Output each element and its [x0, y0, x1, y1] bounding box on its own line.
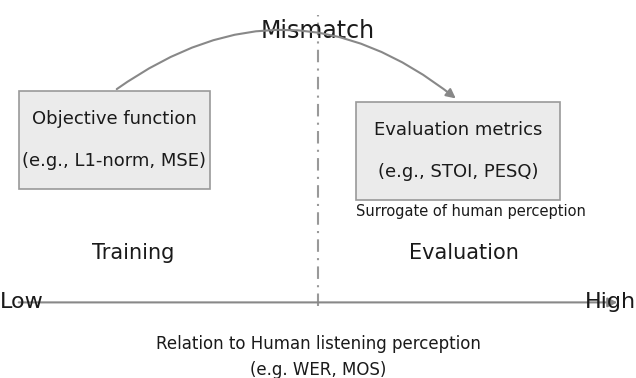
Text: High: High: [585, 293, 636, 312]
Text: (e.g. WER, MOS): (e.g. WER, MOS): [250, 361, 386, 378]
Text: Surrogate of human perception: Surrogate of human perception: [356, 204, 586, 219]
Text: Training: Training: [92, 243, 175, 263]
Text: (e.g., L1-norm, MSE): (e.g., L1-norm, MSE): [22, 152, 207, 170]
Text: (e.g., STOI, PESQ): (e.g., STOI, PESQ): [378, 163, 538, 181]
Text: Objective function: Objective function: [32, 110, 197, 128]
FancyBboxPatch shape: [19, 91, 210, 189]
FancyBboxPatch shape: [356, 102, 560, 200]
Text: Evaluation: Evaluation: [410, 243, 519, 263]
Text: Low: Low: [0, 293, 44, 312]
Text: Mismatch: Mismatch: [261, 19, 375, 43]
Text: Evaluation metrics: Evaluation metrics: [374, 121, 542, 139]
Text: Relation to Human listening perception: Relation to Human listening perception: [156, 335, 480, 353]
